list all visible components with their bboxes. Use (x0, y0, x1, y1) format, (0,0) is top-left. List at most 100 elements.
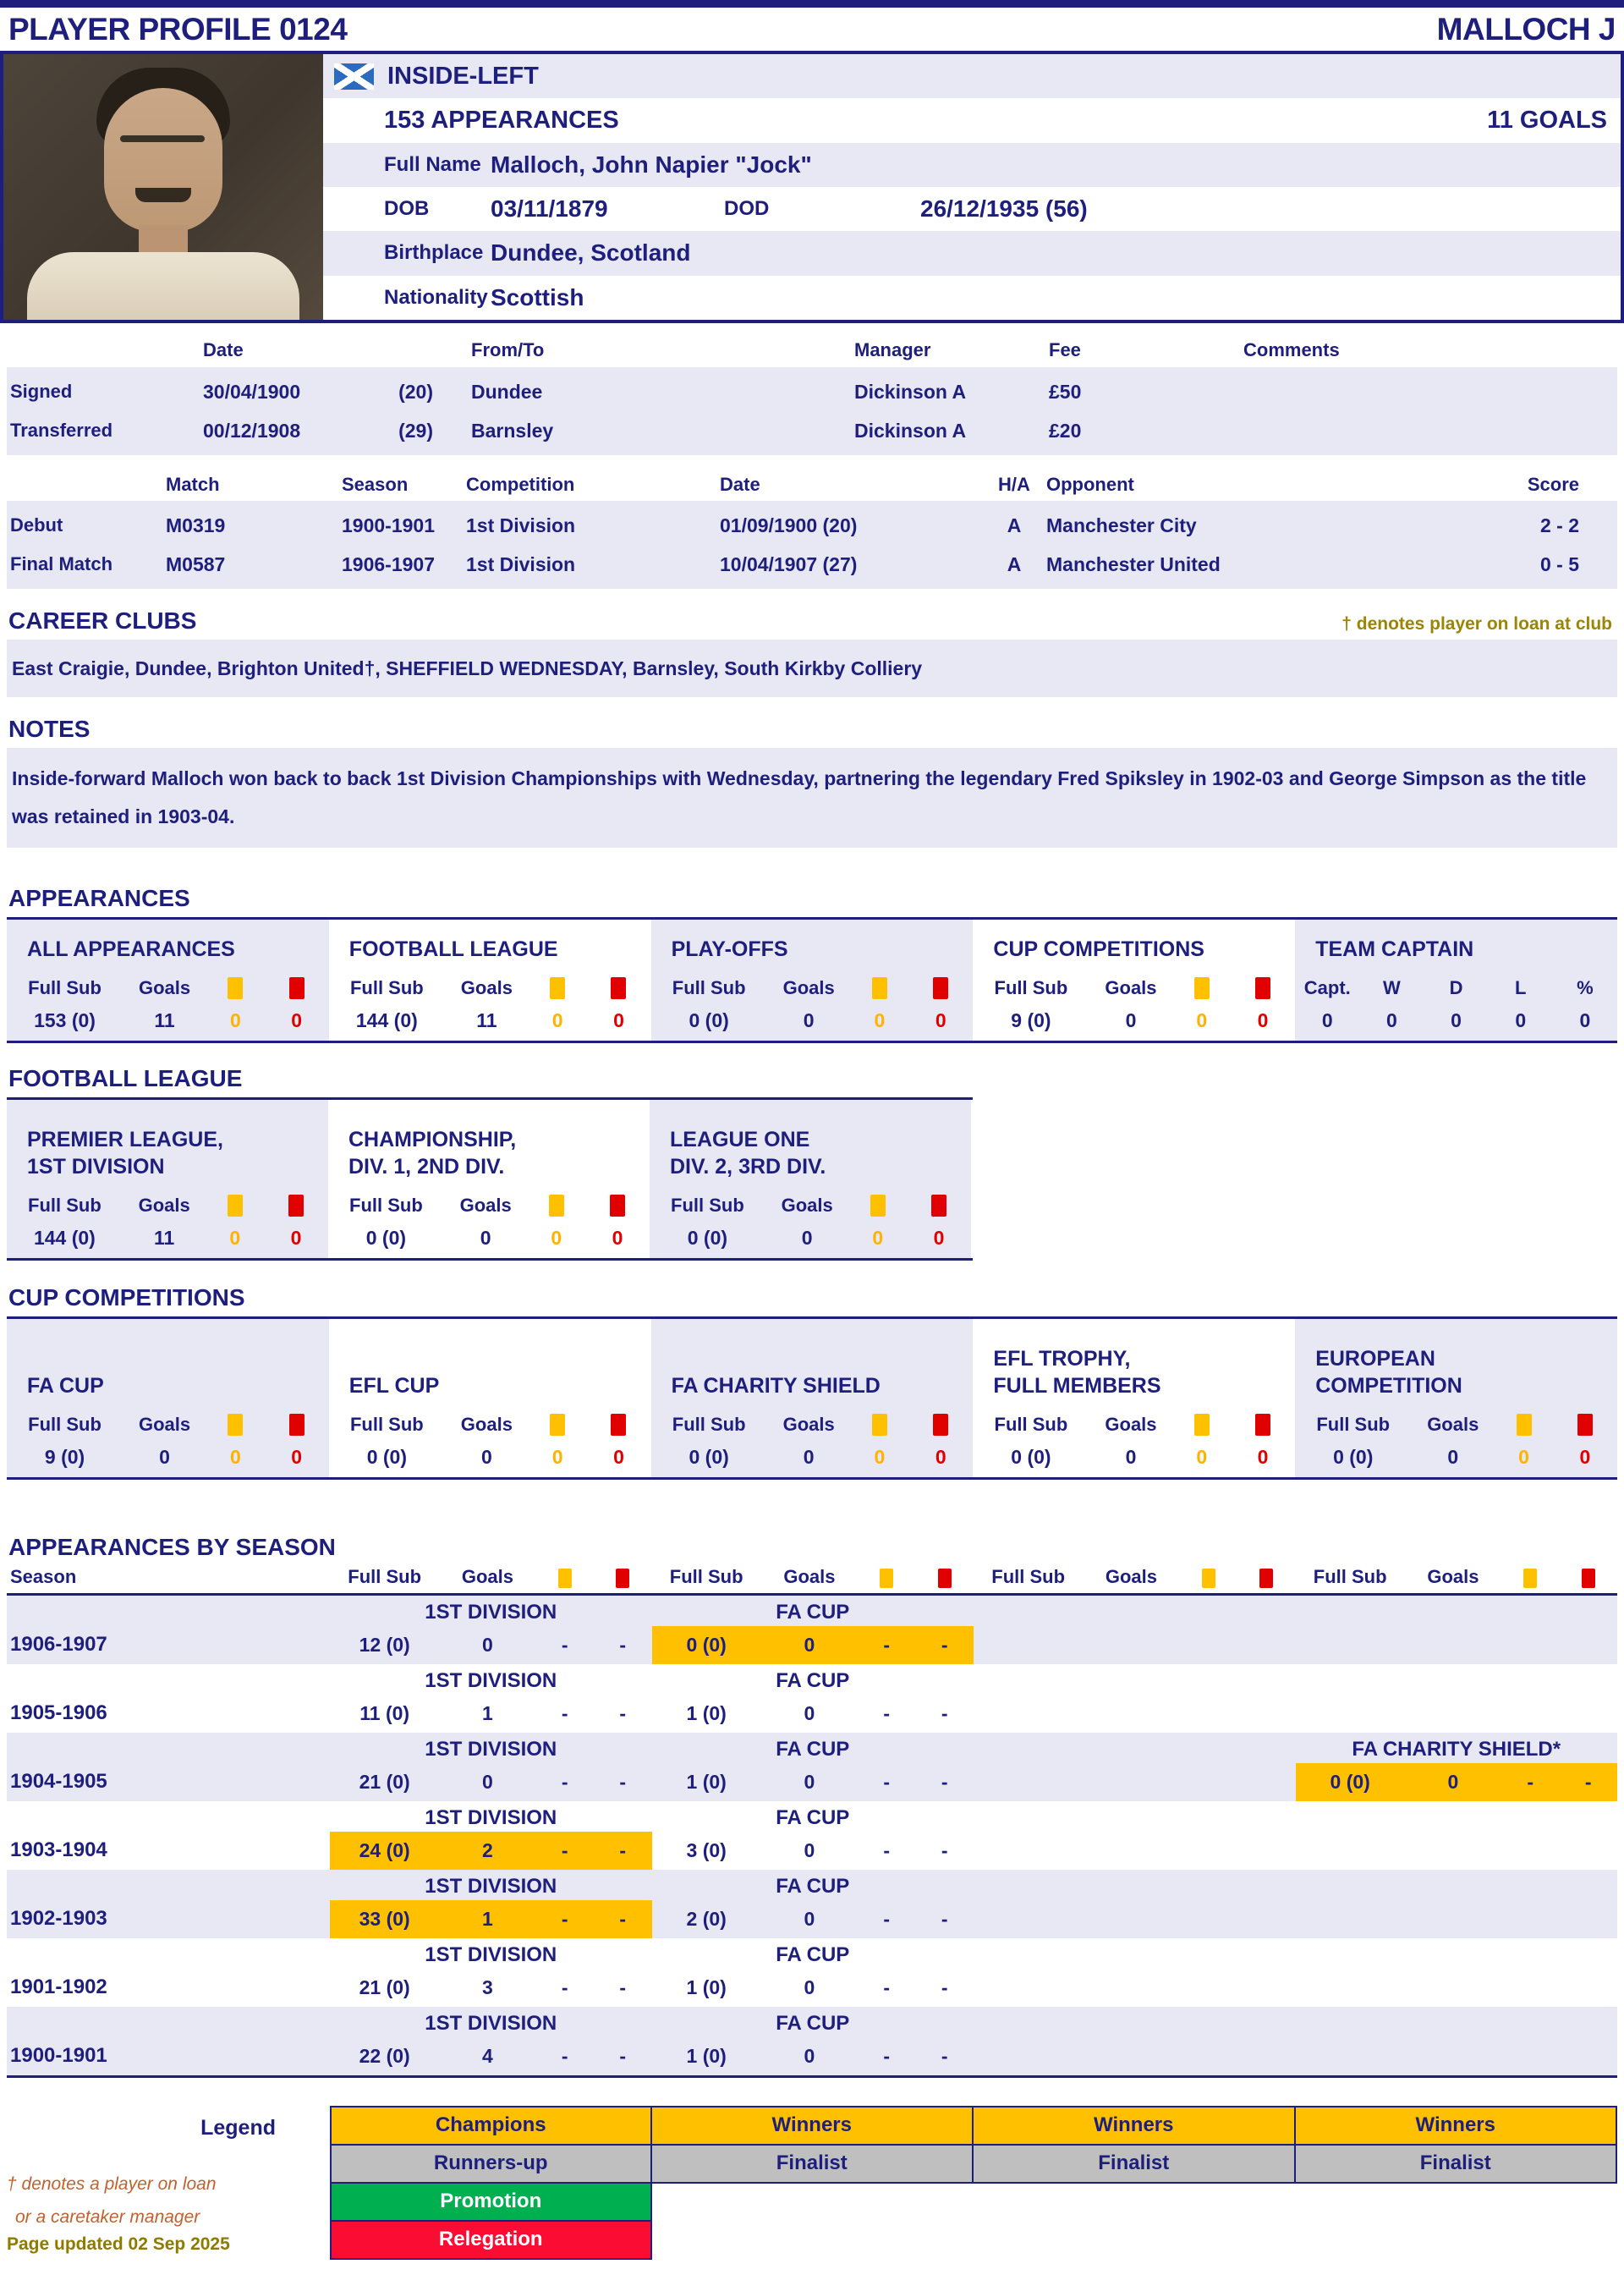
photo-shirt (27, 252, 299, 320)
nationality-row: Nationality Scottish (323, 276, 1621, 320)
full-sub-header: Full Sub (28, 976, 102, 998)
full-sub-value: 0 (0) (689, 1445, 729, 1468)
red-cards-value: 0 (1257, 1008, 1269, 1031)
legend-section: Legend † denotes a player on loan or a c… (0, 2105, 1624, 2275)
draws-header: D (1449, 976, 1463, 998)
goals-header: Goals (782, 976, 835, 998)
goals-header: Goals (781, 1194, 833, 1216)
yellow-card-icon (529, 1413, 587, 1436)
group-title: FA CUP (7, 1322, 329, 1400)
totals-row: 153 APPEARANCES 11 GOALS (323, 98, 1621, 142)
goals-value: 0 (1447, 1445, 1459, 1468)
transferred-label: Transferred (10, 420, 113, 441)
group-title: PLAY-OFFS (651, 923, 974, 964)
full-sub-value: 0 (0) (1333, 1445, 1374, 1468)
group-grid: Full Sub Goals 0 (0) 0 0 0 (1295, 1413, 1617, 1469)
group-title: ALL APPEARANCES (7, 923, 329, 964)
competition-label: FA CUP (776, 1943, 850, 1966)
career-clubs-list: East Craigie, Dundee, Brighton United†, … (7, 640, 1617, 698)
football-league-title-row: FOOTBALL LEAGUE (8, 1065, 1616, 1092)
group-title: CUP COMPETITIONS (973, 923, 1295, 964)
season-name: 1905-1906 (10, 1701, 107, 1725)
red-card-icon (1231, 976, 1295, 999)
competition-label: FA CUP (776, 1737, 850, 1761)
group-grid: Full Sub Goals 0 (0) 0 0 0 (651, 976, 974, 1032)
competition-values: 21 (0) 0 - - (330, 1763, 652, 1801)
yellow-card-icon (206, 1194, 264, 1217)
yellow-card-icon (536, 1566, 594, 1588)
full-sub-value: 0 (0) (689, 1008, 729, 1031)
yellow-cards-value: - (883, 1976, 891, 1998)
wins-value: 0 (1386, 1008, 1397, 1031)
competition-label: 1ST DIVISION (425, 1737, 557, 1761)
player-info-panel: INSIDE-LEFT 153 APPEARANCES 11 GOALS Ful… (0, 54, 1624, 323)
red-cards-value: 0 (613, 1008, 624, 1031)
legend-winners: Winners (1293, 2105, 1617, 2146)
red-cards-value: - (941, 1976, 948, 1998)
competition-values-champions: 24 (0) 2 - - (330, 1831, 652, 1870)
red-card-icon (1559, 1566, 1616, 1588)
competition-label: FA CUP (776, 1600, 850, 1624)
stat-group-efl-trophy: EFL TROPHY, FULL MEMBERS Full Sub Goals … (973, 1319, 1295, 1477)
transfers-header-row: Date From/To Manager Fee Comments (7, 333, 1617, 367)
milestones-header-row: Match Season Competition Date H/A Oppone… (7, 469, 1617, 501)
season-block: 1ST DIVISION FA CUP 1906-1907 12 (0) 0 -… (7, 1595, 1617, 1664)
goals-header: Goals (1105, 1413, 1157, 1435)
group-title-line: FA CUP (27, 1374, 104, 1399)
goals-header: Goals (461, 1565, 513, 1587)
stat-group-efl-cup: EFL CUP Full Sub Goals 0 (0) 0 0 0 (329, 1319, 651, 1477)
goals-value: 0 (804, 2044, 815, 2067)
signed-date: 30/04/1900 (203, 380, 301, 403)
season-name: 1901-1902 (10, 1976, 107, 1999)
by-season-title: APPEARANCES BY SEASON (8, 1533, 336, 1560)
full-sub-value: 1 (0) (686, 2044, 727, 2067)
group-header: Full Sub Goals (330, 1566, 652, 1588)
yellow-cards-value: - (883, 1907, 891, 1930)
red-card-icon (1237, 1566, 1295, 1588)
red-cards-value: 0 (935, 1445, 946, 1468)
goals-value: 11 (476, 1008, 497, 1031)
appearances-total: 153 APPEARANCES (384, 106, 619, 134)
season-block: 1ST DIVISION FA CUP 1905-1906 11 (0) 1 -… (7, 1664, 1617, 1733)
full-sub-value: 0 (0) (687, 1226, 728, 1249)
transfers-header-fromto: From/To (471, 339, 545, 360)
debut-competition: 1st Division (466, 514, 576, 536)
transfers-header-manager: Manager (854, 339, 931, 360)
group-grid: Full Sub Goals 0 (0) 0 0 0 (328, 1194, 650, 1250)
full-sub-header: Full Sub (349, 976, 424, 998)
dob-value: 03/11/1879 (491, 195, 608, 223)
group-title-line: EUROPEAN (1315, 1346, 1435, 1371)
debut-season: 1900-1901 (342, 514, 435, 536)
red-cards-value: 0 (935, 1008, 946, 1031)
competition-label-row: 1ST DIVISION FA CUP FA CHARITY SHIELD* (7, 1733, 1617, 1763)
yellow-cards-value: - (883, 1633, 891, 1656)
full-sub-header: Full Sub (1316, 1413, 1391, 1435)
full-sub-header: Full Sub (28, 1194, 102, 1216)
yellow-card-icon (206, 976, 265, 999)
red-cards-value: - (1584, 1770, 1592, 1793)
yellow-card-icon (1495, 1413, 1553, 1436)
milestones-header-date: Date (720, 474, 760, 495)
group-title-line: CUP COMPETITIONS (993, 937, 1204, 962)
red-cards-value: 0 (291, 1445, 303, 1468)
yellow-cards-value: - (561, 1701, 568, 1724)
full-sub-value: 1 (0) (686, 1976, 727, 1998)
transfers-header-comments: Comments (1243, 339, 1340, 360)
competition-label: FA CUP (776, 1668, 850, 1692)
full-sub-value: 0 (0) (686, 1633, 727, 1656)
red-card-icon (586, 976, 650, 999)
notes-title-row: NOTES (8, 716, 1616, 743)
red-card-icon (594, 1566, 651, 1588)
red-card-icon (915, 1566, 973, 1588)
legend-row-green: Promotion (330, 2181, 1617, 2222)
legend-winners: Winners (972, 2105, 1296, 2146)
full-sub-header: Full Sub (671, 1194, 744, 1216)
full-sub-value: 12 (0) (359, 1633, 410, 1656)
goals-value: 0 (482, 1770, 493, 1793)
legend-finalist: Finalist (650, 2143, 974, 2184)
goals-value: 0 (803, 1008, 815, 1031)
full-sub-value: 33 (0) (359, 1907, 410, 1930)
milestones-header-match: Match (166, 474, 220, 495)
masthead: PLAYER PROFILE 0124 MALLOCH J (0, 8, 1624, 54)
